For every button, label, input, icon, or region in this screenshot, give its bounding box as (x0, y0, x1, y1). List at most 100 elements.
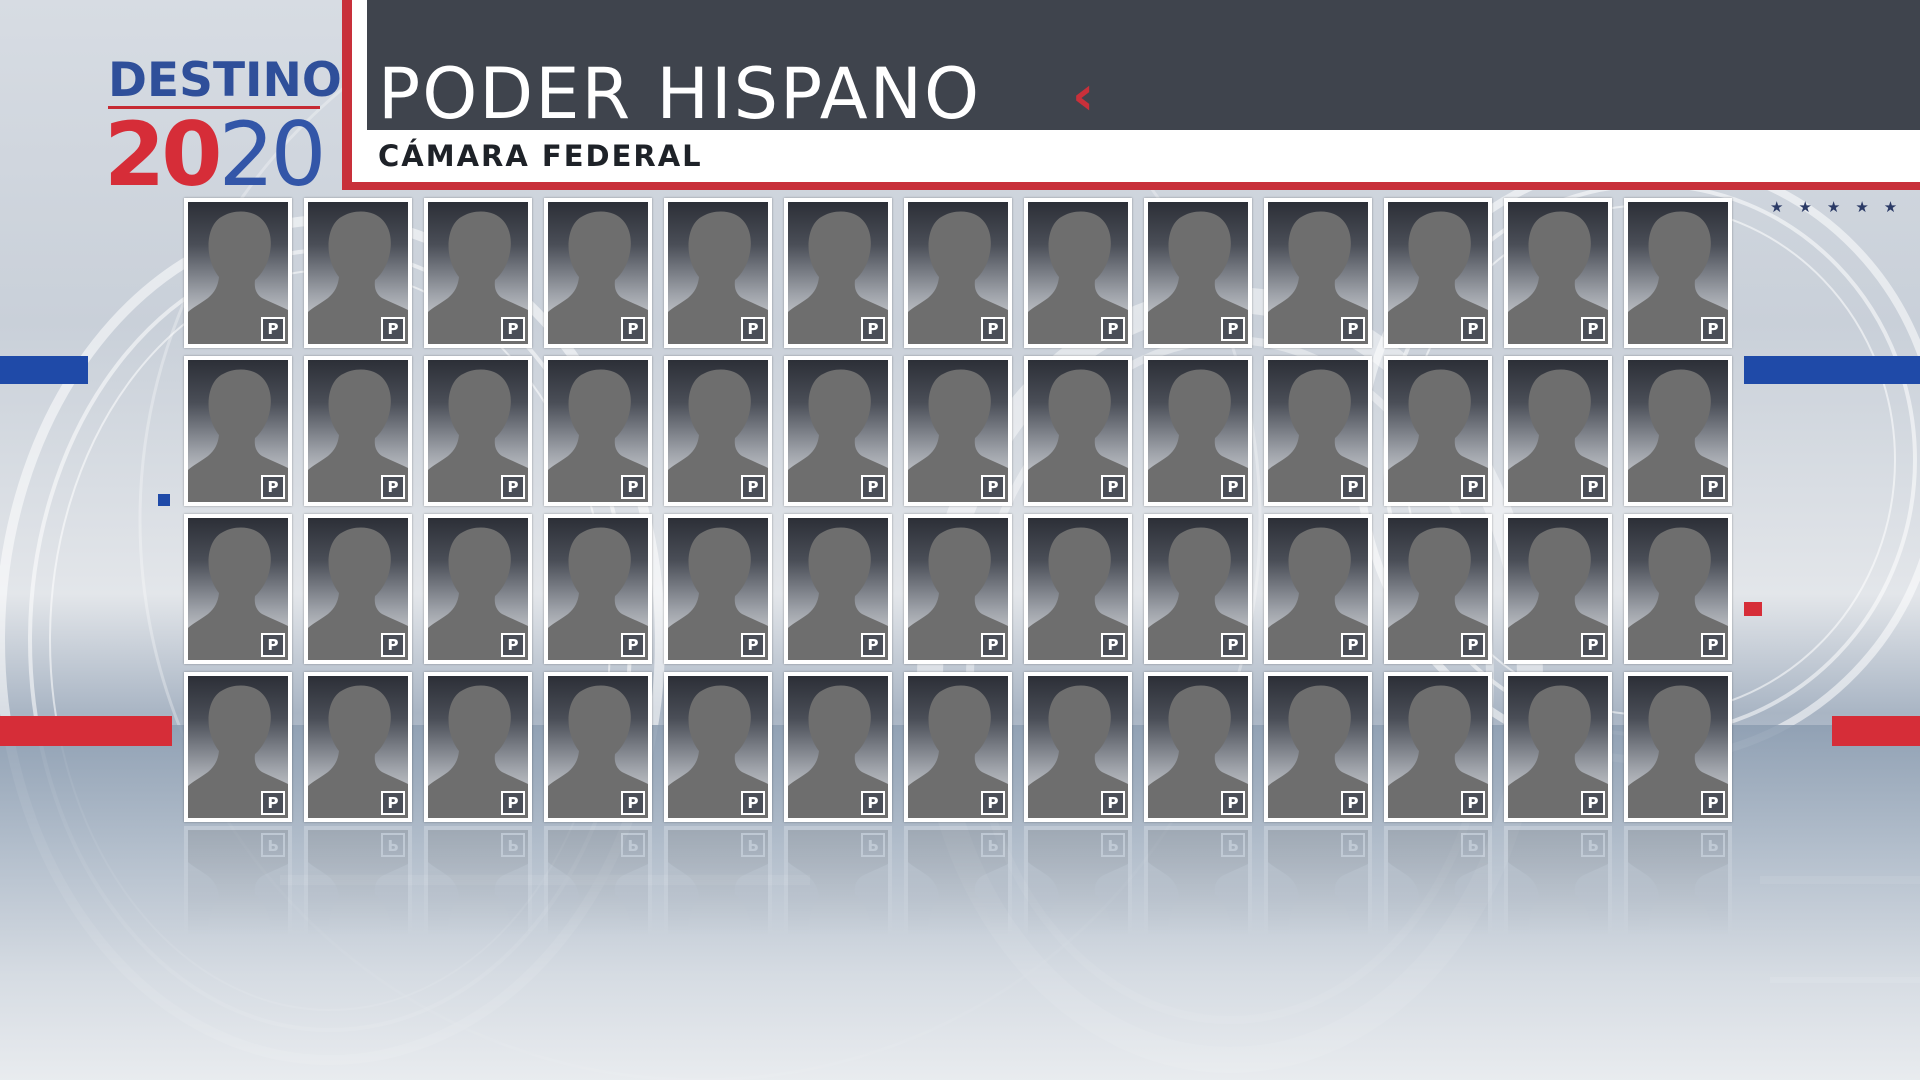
person-silhouette-icon (788, 211, 888, 344)
person-silhouette-icon (1028, 685, 1128, 818)
person-silhouette-icon (1148, 211, 1248, 344)
candidate-card[interactable]: P (544, 672, 652, 822)
party-badge: P (261, 791, 285, 815)
candidate-card[interactable]: P (1024, 514, 1132, 664)
candidate-card[interactable]: P (544, 198, 652, 348)
candidate-card[interactable]: P (664, 514, 772, 664)
candidate-card[interactable]: P (1264, 672, 1372, 822)
person-silhouette-icon (1388, 527, 1488, 660)
party-badge: P (1101, 633, 1125, 657)
party-badge: P (1341, 633, 1365, 657)
candidate-card[interactable]: P (1384, 672, 1492, 822)
person-silhouette-icon (668, 369, 768, 502)
candidate-card[interactable]: P (424, 514, 532, 664)
candidate-card[interactable]: P (1144, 198, 1252, 348)
person-silhouette-icon (908, 685, 1008, 818)
party-badge: P (621, 633, 645, 657)
candidate-card[interactable]: P (1144, 356, 1252, 506)
candidate-card[interactable]: P (304, 672, 412, 822)
candidate-card[interactable]: P (1024, 198, 1132, 348)
candidate-card[interactable]: P (784, 356, 892, 506)
person-silhouette-icon (1508, 211, 1608, 344)
person-silhouette-icon (1388, 685, 1488, 818)
page-subtitle: CÁMARA FEDERAL (378, 139, 703, 173)
person-silhouette-icon (1268, 369, 1368, 502)
candidate-card[interactable]: P (424, 672, 532, 822)
logo-year: 2020 (104, 110, 326, 200)
candidate-card[interactable]: P (1504, 514, 1612, 664)
person-silhouette-icon (1268, 685, 1368, 818)
person-silhouette-icon (548, 685, 648, 818)
party-badge: P (861, 633, 885, 657)
candidate-card[interactable]: P (424, 356, 532, 506)
candidate-card[interactable]: P (664, 672, 772, 822)
person-silhouette-icon (1028, 211, 1128, 344)
party-badge: P (1221, 475, 1245, 499)
party-badge: P (1581, 633, 1605, 657)
candidate-card[interactable]: P (1144, 514, 1252, 664)
candidate-card[interactable]: P (184, 672, 292, 822)
party-badge: P (1461, 791, 1485, 815)
party-badge: P (1701, 633, 1725, 657)
person-silhouette-icon (1028, 369, 1128, 502)
person-silhouette-icon (308, 369, 408, 502)
candidate-card[interactable]: P (1024, 672, 1132, 822)
candidate-card[interactable]: P (1624, 356, 1732, 506)
candidate-card[interactable]: P (184, 198, 292, 348)
candidate-card[interactable]: P (664, 356, 772, 506)
party-badge: P (1581, 317, 1605, 341)
candidate-card[interactable]: P (904, 356, 1012, 506)
candidate-card[interactable]: P (1624, 514, 1732, 664)
candidate-card[interactable]: P (304, 356, 412, 506)
party-badge: P (1101, 475, 1125, 499)
person-silhouette-icon (548, 369, 648, 502)
candidate-card[interactable]: P (664, 198, 772, 348)
party-badge: P (1221, 791, 1245, 815)
person-silhouette-icon (188, 527, 288, 660)
person-silhouette-icon (308, 527, 408, 660)
candidate-card[interactable]: P (1504, 672, 1612, 822)
party-badge: P (1461, 317, 1485, 341)
candidate-card[interactable]: P (1384, 514, 1492, 664)
person-silhouette-icon (1028, 527, 1128, 660)
candidate-card[interactable]: P (1264, 356, 1372, 506)
candidate-card[interactable]: P (544, 514, 652, 664)
party-badge: P (1101, 791, 1125, 815)
candidate-card[interactable]: P (1384, 198, 1492, 348)
candidate-card[interactable]: P (1264, 198, 1372, 348)
party-badge: P (861, 791, 885, 815)
person-silhouette-icon (1388, 211, 1488, 344)
candidate-card[interactable]: P (424, 198, 532, 348)
candidate-card[interactable]: P (1144, 672, 1252, 822)
candidate-card[interactable]: P (784, 514, 892, 664)
party-badge: P (1581, 475, 1605, 499)
person-silhouette-icon (668, 211, 768, 344)
party-badge: P (1701, 475, 1725, 499)
candidate-card[interactable]: P (1624, 198, 1732, 348)
candidate-card[interactable]: P (184, 514, 292, 664)
candidate-card[interactable]: P (1504, 356, 1612, 506)
candidate-card[interactable]: P (1504, 198, 1612, 348)
candidate-card[interactable]: P (304, 514, 412, 664)
party-badge: P (1101, 317, 1125, 341)
party-badge: P (621, 791, 645, 815)
candidate-card[interactable]: P (784, 672, 892, 822)
candidate-card[interactable]: P (184, 356, 292, 506)
candidate-card[interactable]: P (1264, 514, 1372, 664)
candidate-card[interactable]: P (1384, 356, 1492, 506)
candidate-card[interactable]: P (544, 356, 652, 506)
person-silhouette-icon (188, 211, 288, 344)
party-badge: P (981, 633, 1005, 657)
candidate-card[interactable]: P (904, 198, 1012, 348)
candidate-card[interactable]: P (904, 672, 1012, 822)
person-silhouette-icon (1508, 685, 1608, 818)
candidate-card[interactable]: P (1024, 356, 1132, 506)
person-silhouette-icon (1388, 369, 1488, 502)
candidate-card[interactable]: P (784, 198, 892, 348)
candidate-card[interactable]: P (304, 198, 412, 348)
candidate-card[interactable]: P (904, 514, 1012, 664)
person-silhouette-icon (1148, 369, 1248, 502)
logo-destino-text: DESTINO (108, 53, 342, 108)
candidate-card[interactable]: P (1624, 672, 1732, 822)
person-silhouette-icon (1148, 527, 1248, 660)
